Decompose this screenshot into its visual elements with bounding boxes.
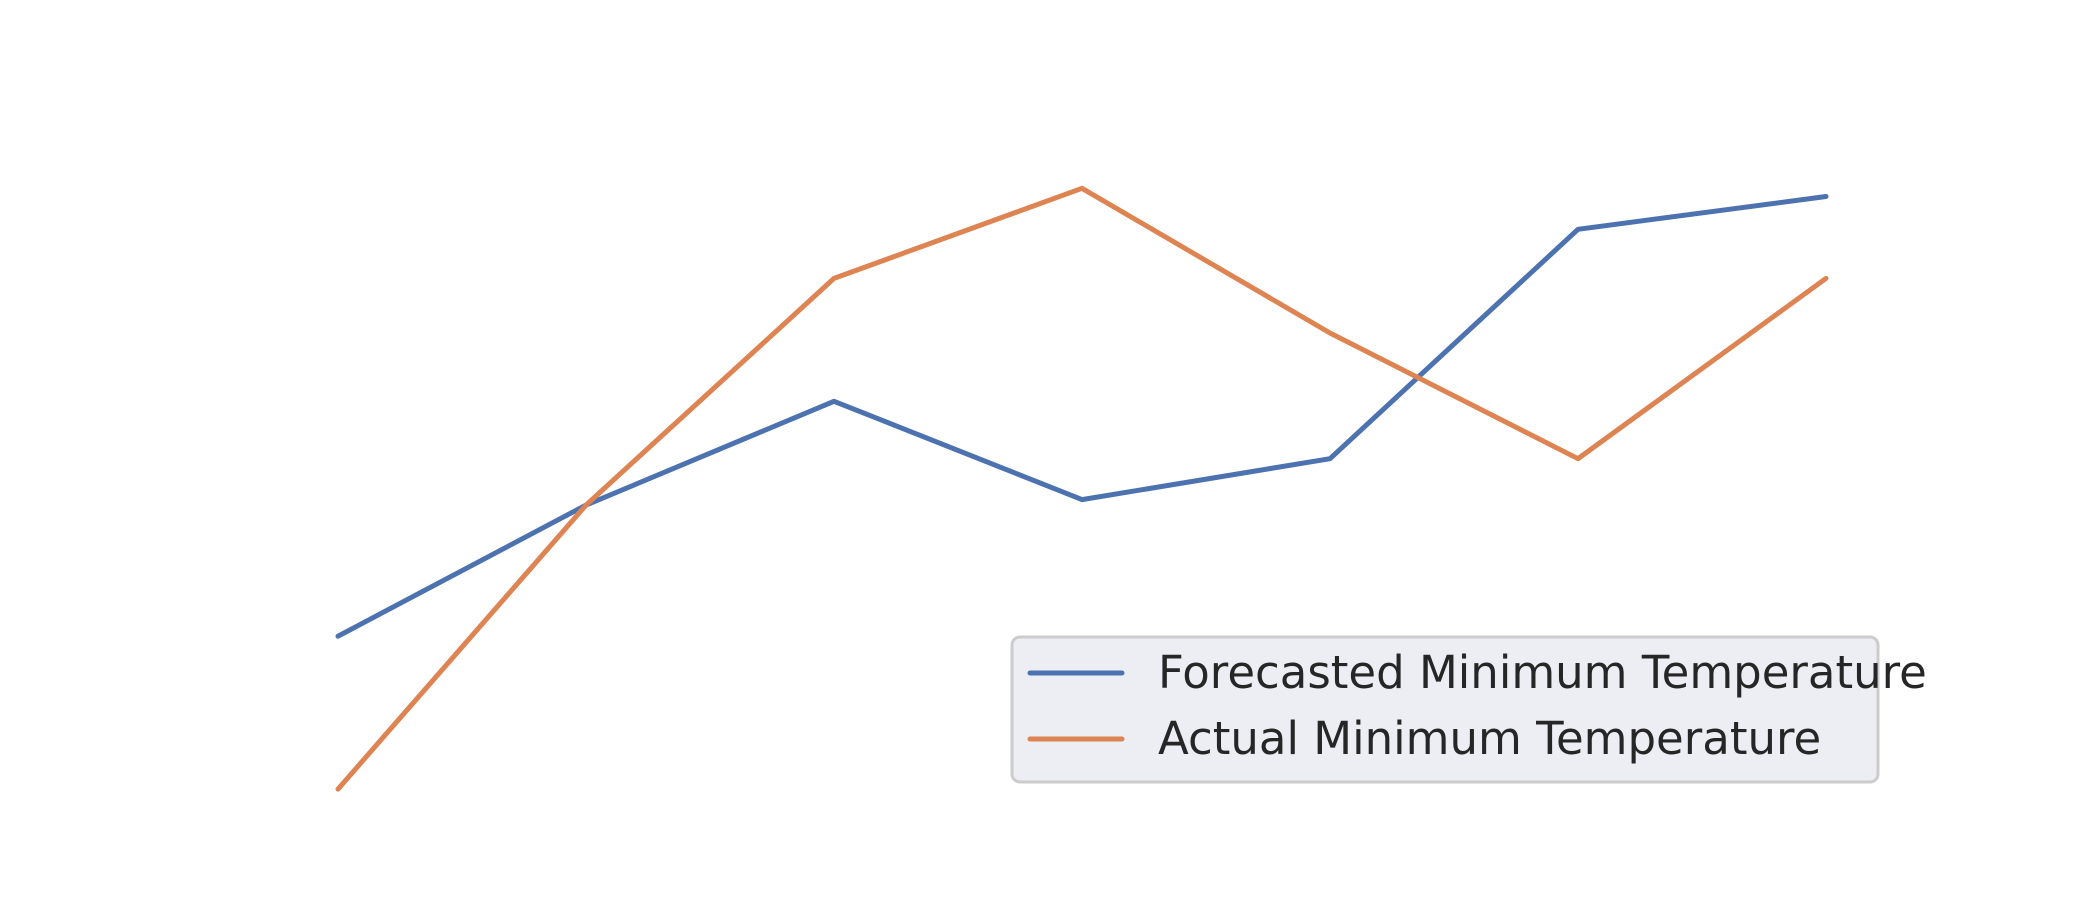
legend-label-actual: Actual Minimum Temperature [1158,712,1821,765]
series-layer [335,185,1829,792]
legend-box [1010,635,1880,784]
legend-label-forecasted: Forecasted Minimum Temperature [1158,646,1927,699]
series-line-forecasted [335,194,1829,639]
legend: Forecasted Minimum Temperature Actual Mi… [1010,635,1927,784]
series-line-actual [335,185,1829,792]
